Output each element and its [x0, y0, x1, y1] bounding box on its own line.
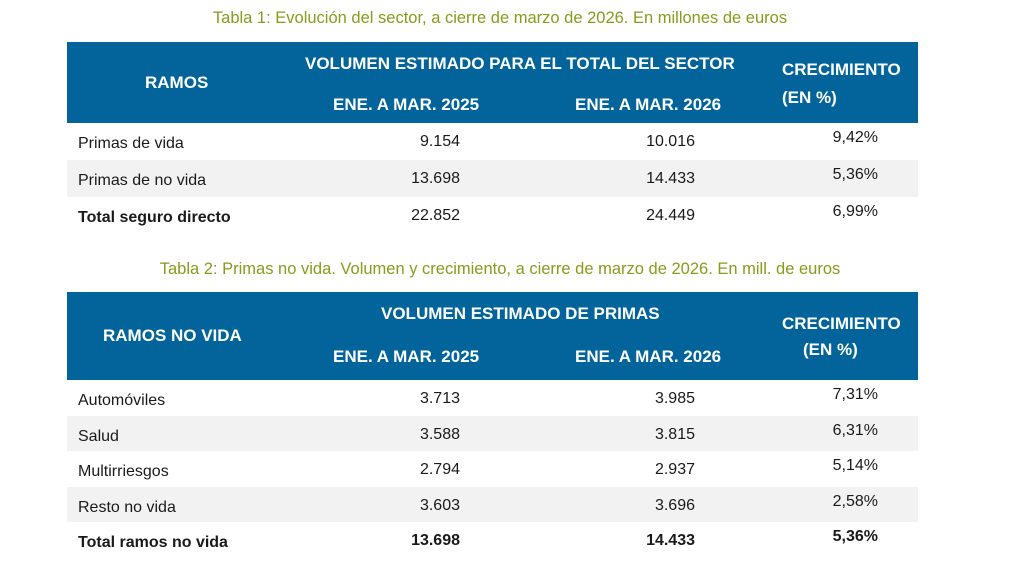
value-2026: 10.016 — [646, 133, 695, 150]
table-row: Multirriesgos 2.794 2.937 5,14% — [67, 451, 918, 487]
growth-value: 6,31% — [832, 421, 878, 439]
header-period-2025: ENE. A MAR. 2025 — [333, 95, 480, 114]
table1-title: Tabla 1: Evolución del sector, a cierre … — [212, 9, 788, 27]
value-2025: 3.588 — [419, 425, 460, 443]
value-2026: 24.449 — [646, 207, 695, 224]
header-ramos: RAMOS — [145, 73, 209, 92]
table-row: Primas de vida 9.154 10.016 9,42% — [67, 123, 918, 160]
table1-body: Primas de vida 9.154 10.016 9,42% Primas de … — [67, 123, 918, 234]
row-label: Salud — [78, 427, 119, 445]
header-crecimiento: CRECIMIENTO — [782, 60, 901, 79]
table2-title: Tabla 2: Primas no vida. Volumen y creci… — [159, 260, 841, 278]
growth-value: 2,58% — [832, 492, 878, 510]
table-row: Total ramos no vida 13.698 14.433 5,36% — [67, 522, 918, 558]
header-ramos: RAMOS NO VIDA — [103, 326, 242, 345]
value-2025: 13.698 — [411, 170, 460, 187]
value-2026: 3.815 — [654, 425, 695, 443]
table-row: Resto no vida 3.603 3.696 2,58% — [67, 486, 918, 523]
header-period-2026: ENE. A MAR. 2026 — [575, 347, 722, 366]
table-row: Automóviles 3.713 3.985 7,31% — [67, 380, 918, 416]
growth-value: 9,42% — [832, 129, 878, 146]
table-row: Total seguro directo 22.852 24.449 6,99% — [67, 197, 918, 234]
row-label: Primas de no vida — [78, 172, 207, 189]
header-crecimiento-unit: (EN %) — [803, 340, 858, 359]
table2-body: Automóviles 3.713 3.985 7,31% Salud 3.588 3.81… — [67, 380, 918, 558]
header-volumen: VOLUMEN ESTIMADO PARA EL TOTAL DEL SECTO… — [305, 54, 735, 73]
table-row: Primas de no vida 13.698 14.433 5,36% — [67, 160, 918, 197]
value-2025: 9.154 — [419, 133, 460, 150]
growth-value: 5,36% — [832, 528, 878, 546]
value-2026: 3.696 — [654, 496, 695, 514]
header-crecimiento: CRECIMIENTO — [782, 314, 901, 333]
table1: RAMOS VOLUMEN ESTIMADO PARA EL TOTAL DEL… — [67, 42, 918, 234]
growth-value: 6,99% — [832, 203, 878, 220]
row-label: Resto no vida — [78, 498, 176, 516]
header-crecimiento-unit: (EN %) — [782, 88, 837, 107]
value-2026: 3.985 — [654, 390, 695, 407]
table2: RAMOS NO VIDA VOLUMEN ESTIMADO DE PRIMAS… — [67, 292, 918, 558]
table-row: Salud 3.588 3.815 6,31% — [67, 415, 918, 452]
row-label: Multirriesgos — [78, 463, 169, 481]
value-2025: 22.852 — [411, 207, 460, 224]
header-period-2026: ENE. A MAR. 2026 — [575, 95, 722, 114]
value-2026: 14.433 — [646, 170, 695, 187]
table1-header: RAMOS VOLUMEN ESTIMADO PARA EL TOTAL DEL… — [67, 42, 918, 123]
header-period-2025: ENE. A MAR. 2025 — [333, 347, 480, 366]
value-2026: 2.937 — [654, 461, 695, 479]
value-2025: 3.713 — [419, 390, 460, 407]
value-2025: 2.794 — [419, 461, 460, 479]
growth-value: 5,14% — [832, 457, 878, 475]
header-volumen: VOLUMEN ESTIMADO DE PRIMAS — [381, 304, 660, 323]
value-2025: 13.698 — [411, 532, 460, 550]
row-label: Automóviles — [78, 392, 166, 409]
row-label: Total ramos no vida — [78, 534, 228, 552]
value-2025: 3.603 — [419, 496, 460, 514]
value-2026: 14.433 — [646, 532, 695, 550]
table2-header: RAMOS NO VIDA VOLUMEN ESTIMADO DE PRIMAS… — [67, 292, 918, 380]
growth-value: 7,31% — [832, 386, 878, 403]
row-label: Primas de vida — [78, 135, 184, 152]
growth-value: 5,36% — [832, 166, 878, 183]
row-label: Total seguro directo — [78, 209, 231, 226]
